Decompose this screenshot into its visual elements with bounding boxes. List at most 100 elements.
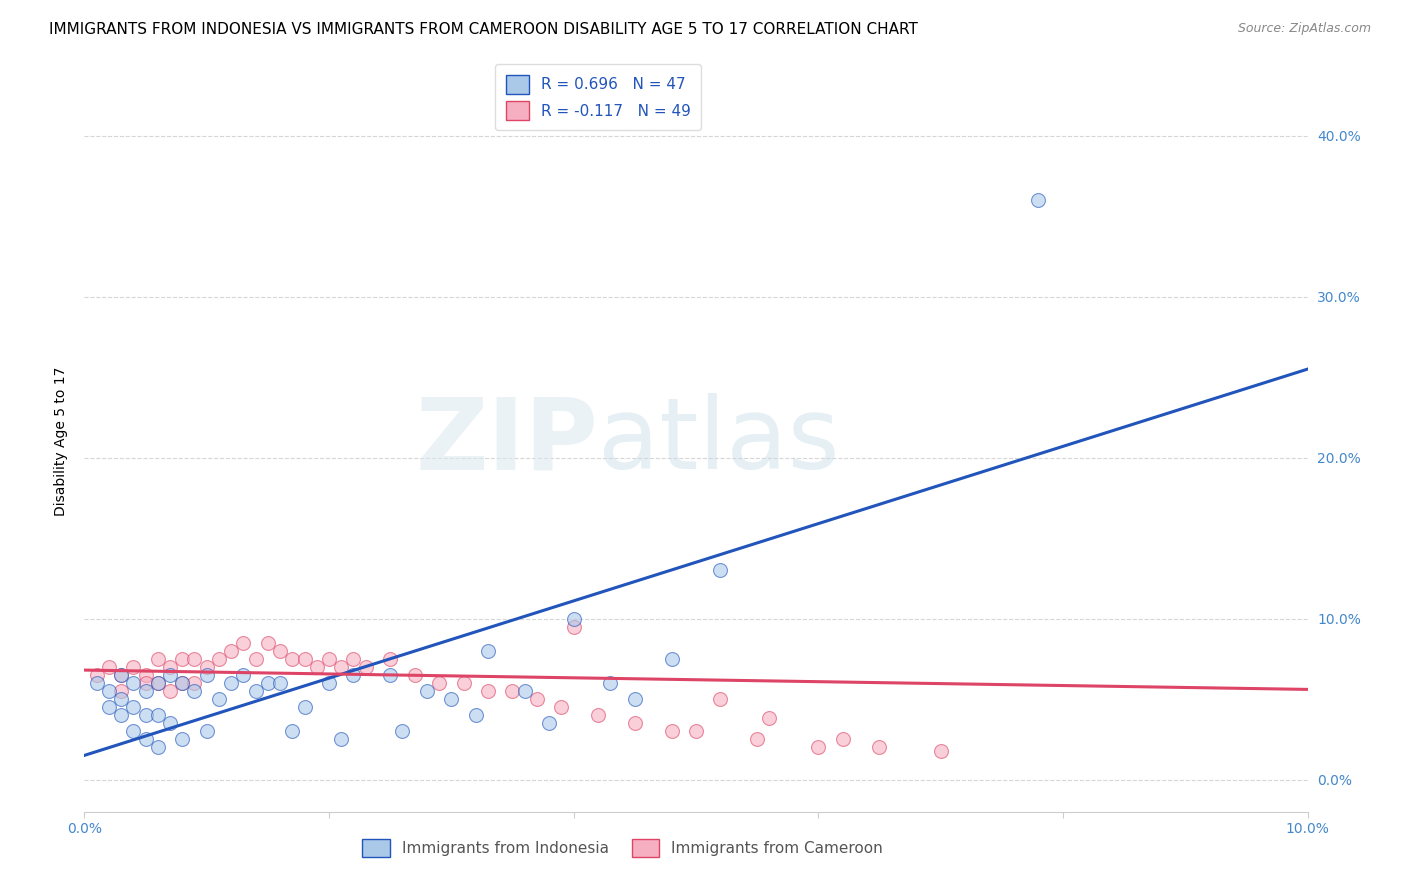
- Point: [624, 692, 647, 706]
- Point: [477, 644, 499, 658]
- Point: [183, 684, 205, 698]
- Point: [122, 700, 145, 714]
- Point: [831, 732, 853, 747]
- Point: [122, 660, 145, 674]
- Point: [122, 724, 145, 739]
- Point: [562, 611, 585, 625]
- Point: [354, 660, 377, 674]
- Point: [427, 676, 450, 690]
- Point: [380, 668, 402, 682]
- Point: [661, 724, 683, 739]
- Point: [318, 676, 340, 690]
- Point: [538, 716, 561, 731]
- Point: [245, 684, 267, 698]
- Point: [110, 708, 132, 723]
- Point: [86, 668, 108, 682]
- Point: [146, 740, 169, 755]
- Point: [146, 676, 169, 690]
- Point: [172, 652, 194, 666]
- Point: [110, 692, 132, 706]
- Point: [747, 732, 769, 747]
- Point: [1028, 193, 1050, 207]
- Point: [195, 668, 218, 682]
- Point: [758, 711, 780, 725]
- Point: [269, 644, 291, 658]
- Point: [929, 743, 952, 757]
- Point: [146, 676, 169, 690]
- Point: [208, 652, 231, 666]
- Text: atlas: atlas: [598, 393, 839, 490]
- Point: [453, 676, 475, 690]
- Point: [172, 732, 194, 747]
- Point: [477, 684, 499, 698]
- Point: [219, 644, 242, 658]
- Point: [380, 652, 402, 666]
- Point: [257, 676, 280, 690]
- Point: [624, 716, 647, 731]
- Point: [110, 684, 132, 698]
- Point: [599, 676, 621, 690]
- Point: [183, 676, 205, 690]
- Point: [159, 660, 181, 674]
- Text: ZIP: ZIP: [415, 393, 598, 490]
- Point: [416, 684, 439, 698]
- Point: [305, 660, 328, 674]
- Point: [342, 668, 364, 682]
- Point: [513, 684, 536, 698]
- Point: [342, 652, 364, 666]
- Point: [159, 716, 181, 731]
- Point: [97, 700, 120, 714]
- Point: [257, 636, 280, 650]
- Point: [86, 676, 108, 690]
- Point: [330, 732, 353, 747]
- Point: [110, 668, 132, 682]
- Point: [330, 660, 353, 674]
- Point: [97, 660, 120, 674]
- Point: [294, 700, 316, 714]
- Point: [135, 732, 157, 747]
- Point: [294, 652, 316, 666]
- Point: [391, 724, 413, 739]
- Point: [404, 668, 426, 682]
- Y-axis label: Disability Age 5 to 17: Disability Age 5 to 17: [55, 367, 69, 516]
- Point: [869, 740, 891, 755]
- Point: [122, 676, 145, 690]
- Point: [807, 740, 830, 755]
- Point: [135, 668, 157, 682]
- Point: [281, 652, 304, 666]
- Point: [440, 692, 463, 706]
- Point: [502, 684, 524, 698]
- Point: [135, 708, 157, 723]
- Point: [709, 563, 731, 577]
- Point: [219, 676, 242, 690]
- Point: [586, 708, 609, 723]
- Point: [709, 692, 731, 706]
- Point: [159, 668, 181, 682]
- Point: [172, 676, 194, 690]
- Point: [97, 684, 120, 698]
- Point: [208, 692, 231, 706]
- Point: [146, 708, 169, 723]
- Point: [183, 652, 205, 666]
- Text: Source: ZipAtlas.com: Source: ZipAtlas.com: [1237, 22, 1371, 36]
- Point: [318, 652, 340, 666]
- Text: IMMIGRANTS FROM INDONESIA VS IMMIGRANTS FROM CAMEROON DISABILITY AGE 5 TO 17 COR: IMMIGRANTS FROM INDONESIA VS IMMIGRANTS …: [49, 22, 918, 37]
- Point: [135, 676, 157, 690]
- Point: [526, 692, 548, 706]
- Point: [159, 684, 181, 698]
- Point: [110, 668, 132, 682]
- Point: [245, 652, 267, 666]
- Point: [281, 724, 304, 739]
- Legend: Immigrants from Indonesia, Immigrants from Cameroon: Immigrants from Indonesia, Immigrants fr…: [356, 832, 889, 863]
- Point: [195, 724, 218, 739]
- Point: [232, 636, 254, 650]
- Point: [661, 652, 683, 666]
- Point: [562, 619, 585, 633]
- Point: [685, 724, 707, 739]
- Point: [146, 652, 169, 666]
- Point: [464, 708, 486, 723]
- Point: [550, 700, 572, 714]
- Point: [232, 668, 254, 682]
- Point: [135, 684, 157, 698]
- Point: [172, 676, 194, 690]
